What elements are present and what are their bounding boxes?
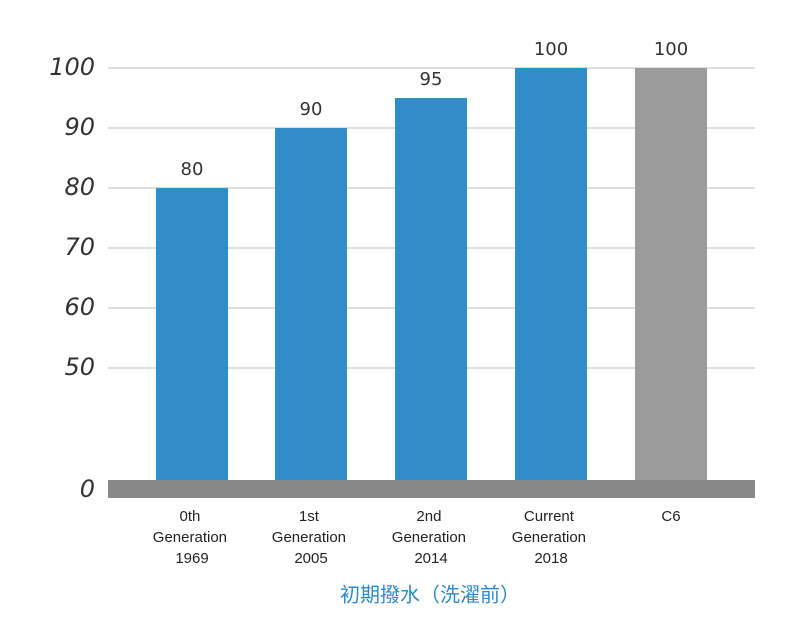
y-tick-label: 80 [64,173,95,201]
bar [515,68,587,480]
x-tick-label: 0th Generation 1969 [153,508,231,567]
y-tick-label: 100 [49,53,95,81]
value-label: 90 [300,99,323,120]
x-tick-label: Current Generation 2018 [512,508,590,567]
x-tick-label: 1st Generation 2005 [272,508,350,567]
x-tick-label: C6 [661,508,680,525]
bar [395,98,467,480]
y-tick-label: 70 [64,233,95,261]
y-tick-label: 50 [64,353,95,381]
bar [275,128,347,480]
y-tick-label: 90 [64,113,95,141]
x-axis-label: 初期撥水（洗濯前） [340,583,520,607]
value-label: 100 [654,39,688,60]
value-label: 100 [534,39,568,60]
bar [635,68,707,480]
value-label: 95 [420,69,443,90]
y-tick-label: 0 [80,475,95,503]
axis-base [108,480,755,498]
bar [156,188,228,480]
value-label: 80 [181,159,204,180]
y-tick-label: 60 [64,293,95,321]
x-tick-label: 2nd Generation 2014 [392,508,470,567]
